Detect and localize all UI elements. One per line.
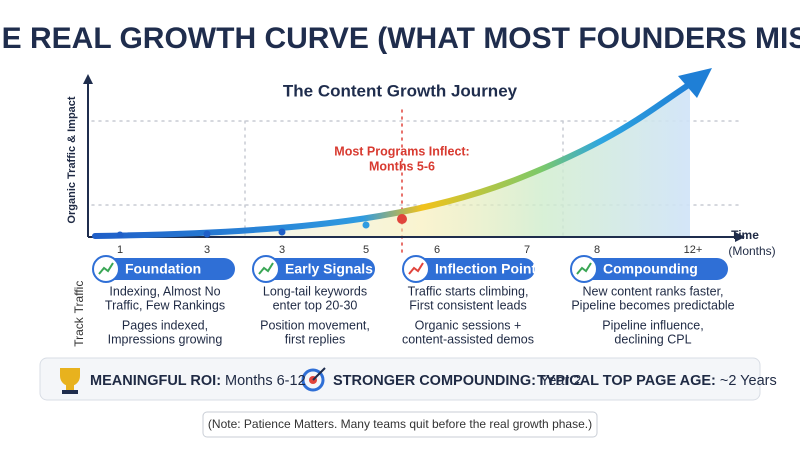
point [116,231,124,239]
phase-pill [95,258,235,280]
phase-pill [255,258,375,280]
phase-icon-line [576,262,592,275]
subtitle: The Content Growth Journey [283,81,518,100]
track-text: Impressions growing [108,332,223,346]
track-text: Position movement, [260,318,370,332]
row-label: Traffic [72,281,86,314]
summary-item: TYPICAL TOP PAGE AGE: ~2 Years [537,373,777,389]
track-text: Organic sessions + [415,318,522,332]
phase-icon-line [258,262,274,275]
track-text: Pipeline influence, [602,318,703,332]
summary-item: STRONGER COMPOUNDING: Year 2 [333,373,581,389]
curve-arrowhead [678,68,712,98]
phase-name: Foundation [125,261,201,277]
annotation: Most Programs Inflect: [334,144,469,158]
summary-label: TYPICAL TOP PAGE AGE: [537,373,716,389]
phase-icon-line [408,262,424,275]
note-box [202,411,598,438]
summary-bar [39,357,761,401]
traffic-text: enter top 20-30 [273,298,358,312]
traffic-text: Indexing, Almost No [109,284,220,298]
phase-name: Compounding [603,261,698,277]
growth-curve [92,81,693,239]
row-label: Track [72,316,86,347]
track-text: content-assisted demos [402,332,534,346]
x-tick-label: 1 [117,244,123,256]
summary-label: MEANINGFUL ROI: [90,373,221,389]
target-icon [301,367,326,392]
phase-name: Early Signals [285,261,373,277]
x-axis-arrow [735,232,745,242]
summary-value: Year 2 [540,373,581,389]
traffic-text: Traffic, Few Rankings [105,298,225,312]
x-tick-label: 3 [204,244,210,256]
x-tick-label: 8 [594,244,600,256]
summary-label: STRONGER COMPOUNDING: [333,373,536,389]
point [362,221,370,229]
phase-pill [573,258,728,280]
phase-name: Inflection Point [435,261,536,277]
x-axis-label: Time [731,228,759,242]
x-tick-label: 12+ [684,244,703,256]
x-axis-label: (Months) [728,244,775,258]
x-tick-label: 5 [363,244,369,256]
curve-area [95,82,690,237]
track-text: declining CPL [614,332,691,346]
traffic-text: Traffic starts climbing, [408,284,529,298]
traffic-text: Long-tail keywords [263,284,367,298]
track-text: Pages indexed, [122,318,208,332]
x-tick-label: 3 [279,244,285,256]
traffic-text: First consistent leads [409,298,526,312]
traffic-text: New content ranks faster, [582,284,723,298]
y-axis-label: Organic Traffic & Impact [66,96,78,223]
y-axis-arrow [83,74,93,84]
point [278,228,286,236]
summary-value: Months 6-12 [225,373,306,389]
traffic-text: Pipeline becomes predictable [571,298,734,312]
annotation: Months 5-6 [369,159,435,173]
trophy-icon [60,368,80,394]
summary-item: MEANINGFUL ROI: Months 6-12 [90,373,306,389]
phase-pill [405,258,535,280]
note: (Note: Patience Matters. Many teams quit… [208,417,592,431]
track-text: first replies [285,332,345,346]
summary-value: ~2 Years [720,373,777,389]
point [203,230,211,238]
x-tick-label: 7 [524,244,530,256]
title: THE REAL GROWTH CURVE (WHAT MOST FOUNDER… [0,22,800,55]
phase-icon-line [98,262,114,275]
inflection-point [397,214,407,224]
x-tick-label: 6 [434,244,440,256]
